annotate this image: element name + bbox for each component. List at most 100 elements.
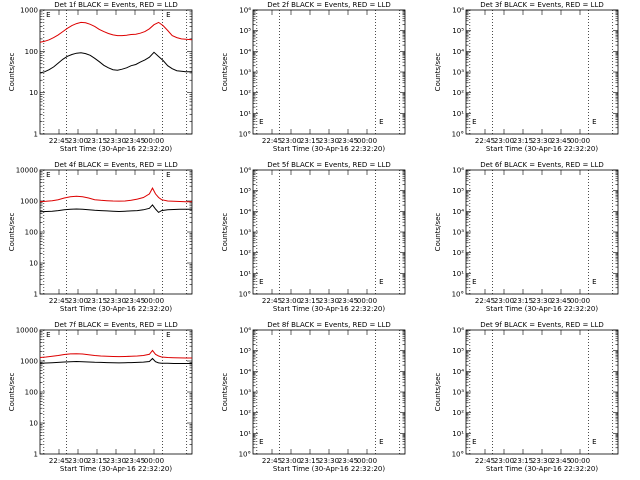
x-tick-label: 23:00 — [68, 137, 88, 145]
x-tick-label: 23:00 — [494, 457, 514, 465]
x-tick-label: 23:00 — [281, 297, 301, 305]
y-tick-label: 10² — [452, 409, 464, 417]
event-marker: E — [259, 278, 263, 286]
y-tick-label: 100 — [25, 389, 38, 397]
y-tick-label: 10³ — [239, 69, 251, 77]
x-axis-label: Start Time (30-Apr-16 22:32:20) — [60, 305, 172, 313]
event-marker: E — [46, 11, 50, 19]
plot-frame — [39, 9, 193, 135]
y-tick-label: 10° — [452, 131, 464, 139]
x-tick-label: 23:45 — [125, 137, 145, 145]
y-tick-label: 10⁵ — [239, 27, 251, 35]
y-tick-label: 10⁶ — [452, 327, 464, 335]
panel-title: Det 9f BLACK = Events, RED = LLD — [480, 321, 603, 329]
y-axis-label: Counts/sec — [8, 213, 16, 252]
x-tick-label: 00:00 — [144, 137, 164, 145]
x-tick-label: 23:45 — [125, 457, 145, 465]
y-tick-label: 10⁴ — [452, 208, 464, 216]
x-tick-label: 23:00 — [281, 457, 301, 465]
x-tick-label: 00:00 — [357, 137, 377, 145]
x-tick-label: 23:30 — [319, 137, 339, 145]
event-marker: E — [259, 438, 263, 446]
y-tick-label: 10000 — [16, 327, 38, 335]
events-series-line — [39, 357, 192, 364]
event-marker: E — [472, 278, 476, 286]
event-marker: E — [379, 118, 383, 126]
y-tick-label: 10⁶ — [239, 327, 251, 335]
y-tick-label: 10³ — [239, 229, 251, 237]
event-marker: E — [46, 331, 50, 339]
panel-title: Det 2f BLACK = Events, RED = LLD — [267, 1, 390, 9]
x-axis-label: Start Time (30-Apr-16 22:32:20) — [273, 305, 385, 313]
event-marker: E — [166, 171, 170, 179]
y-tick-label: 10⁵ — [452, 347, 464, 355]
y-axis-label: Counts/sec — [221, 213, 229, 252]
event-marker: E — [166, 331, 170, 339]
x-tick-label: 22:45 — [262, 297, 282, 305]
plot-frame — [39, 169, 193, 295]
y-tick-label: 10⁵ — [239, 347, 251, 355]
x-tick-label: 23:30 — [319, 297, 339, 305]
y-tick-label: 1 — [34, 131, 38, 139]
y-tick-label: 10⁵ — [239, 187, 251, 195]
plot-frame — [465, 9, 619, 135]
y-tick-label: 10³ — [452, 69, 464, 77]
events-series-line — [39, 204, 192, 214]
y-tick-label: 1 — [34, 451, 38, 459]
y-axis-label: Counts/sec — [434, 213, 442, 252]
x-tick-label: 23:15 — [300, 457, 320, 465]
x-axis-label: Start Time (30-Apr-16 22:32:20) — [273, 145, 385, 153]
panel-2: Det 2f BLACK = Events, RED = LLD 10° 10¹ 10… — [221, 1, 406, 153]
x-tick-label: 23:30 — [532, 457, 552, 465]
y-tick-label: 10⁶ — [239, 167, 251, 175]
x-tick-label: 22:45 — [262, 137, 282, 145]
y-tick-label: 100 — [25, 48, 38, 56]
x-tick-label: 23:00 — [494, 297, 514, 305]
x-tick-label: 23:15 — [513, 137, 533, 145]
y-tick-label: 10⁵ — [452, 27, 464, 35]
y-axis-label: Counts/sec — [434, 373, 442, 412]
event-marker: E — [592, 438, 596, 446]
x-tick-label: 23:15 — [87, 137, 107, 145]
x-tick-label: 23:30 — [532, 137, 552, 145]
event-marker: E — [379, 438, 383, 446]
x-tick-label: 23:30 — [532, 297, 552, 305]
y-tick-label: 10² — [452, 249, 464, 257]
x-tick-label: 22:45 — [475, 457, 495, 465]
panel-3: Det 3f BLACK = Events, RED = LLD 10° 10¹ 10… — [434, 1, 619, 153]
x-tick-label: 23:30 — [106, 457, 126, 465]
y-tick-label: 1000 — [20, 7, 38, 15]
x-tick-label: 23:15 — [513, 457, 533, 465]
x-axis-label: Start Time (30-Apr-16 22:32:20) — [486, 145, 598, 153]
panel-title: Det 1f BLACK = Events, RED = LLD — [54, 1, 177, 9]
event-marker: E — [46, 171, 50, 179]
y-axis-label: Counts/sec — [221, 373, 229, 412]
panel-9: Det 9f BLACK = Events, RED = LLD 10° 10¹ 10… — [434, 321, 619, 473]
x-tick-label: 22:45 — [262, 457, 282, 465]
x-tick-label: 23:00 — [68, 297, 88, 305]
x-tick-label: 23:45 — [551, 137, 571, 145]
x-tick-label: 00:00 — [357, 457, 377, 465]
panel-5: Det 5f BLACK = Events, RED = LLD 10° 10¹ 10… — [221, 161, 406, 313]
y-tick-label: 10 — [29, 89, 38, 97]
plot-frame — [252, 169, 406, 295]
panel-title: Det 7f BLACK = Events, RED = LLD — [54, 321, 177, 329]
x-tick-label: 00:00 — [570, 137, 590, 145]
y-tick-label: 10¹ — [239, 110, 251, 118]
y-axis-label: Counts/sec — [434, 53, 442, 92]
x-tick-label: 23:45 — [338, 297, 358, 305]
plot-frame — [39, 329, 193, 455]
y-tick-label: 10¹ — [452, 270, 464, 278]
panel-4: Det 4f BLACK = Events, RED = LLD 1 10 100 10… — [8, 161, 193, 313]
x-tick-label: 23:30 — [106, 137, 126, 145]
x-tick-label: 23:45 — [551, 297, 571, 305]
y-tick-label: 10⁵ — [452, 187, 464, 195]
y-tick-label: 10° — [239, 291, 251, 299]
x-axis-label: Start Time (30-Apr-16 22:32:20) — [486, 305, 598, 313]
events-series-line — [39, 51, 192, 74]
y-tick-label: 10¹ — [452, 430, 464, 438]
panel-title: Det 6f BLACK = Events, RED = LLD — [480, 161, 603, 169]
x-tick-label: 23:45 — [338, 137, 358, 145]
panel-title: Det 4f BLACK = Events, RED = LLD — [54, 161, 177, 169]
